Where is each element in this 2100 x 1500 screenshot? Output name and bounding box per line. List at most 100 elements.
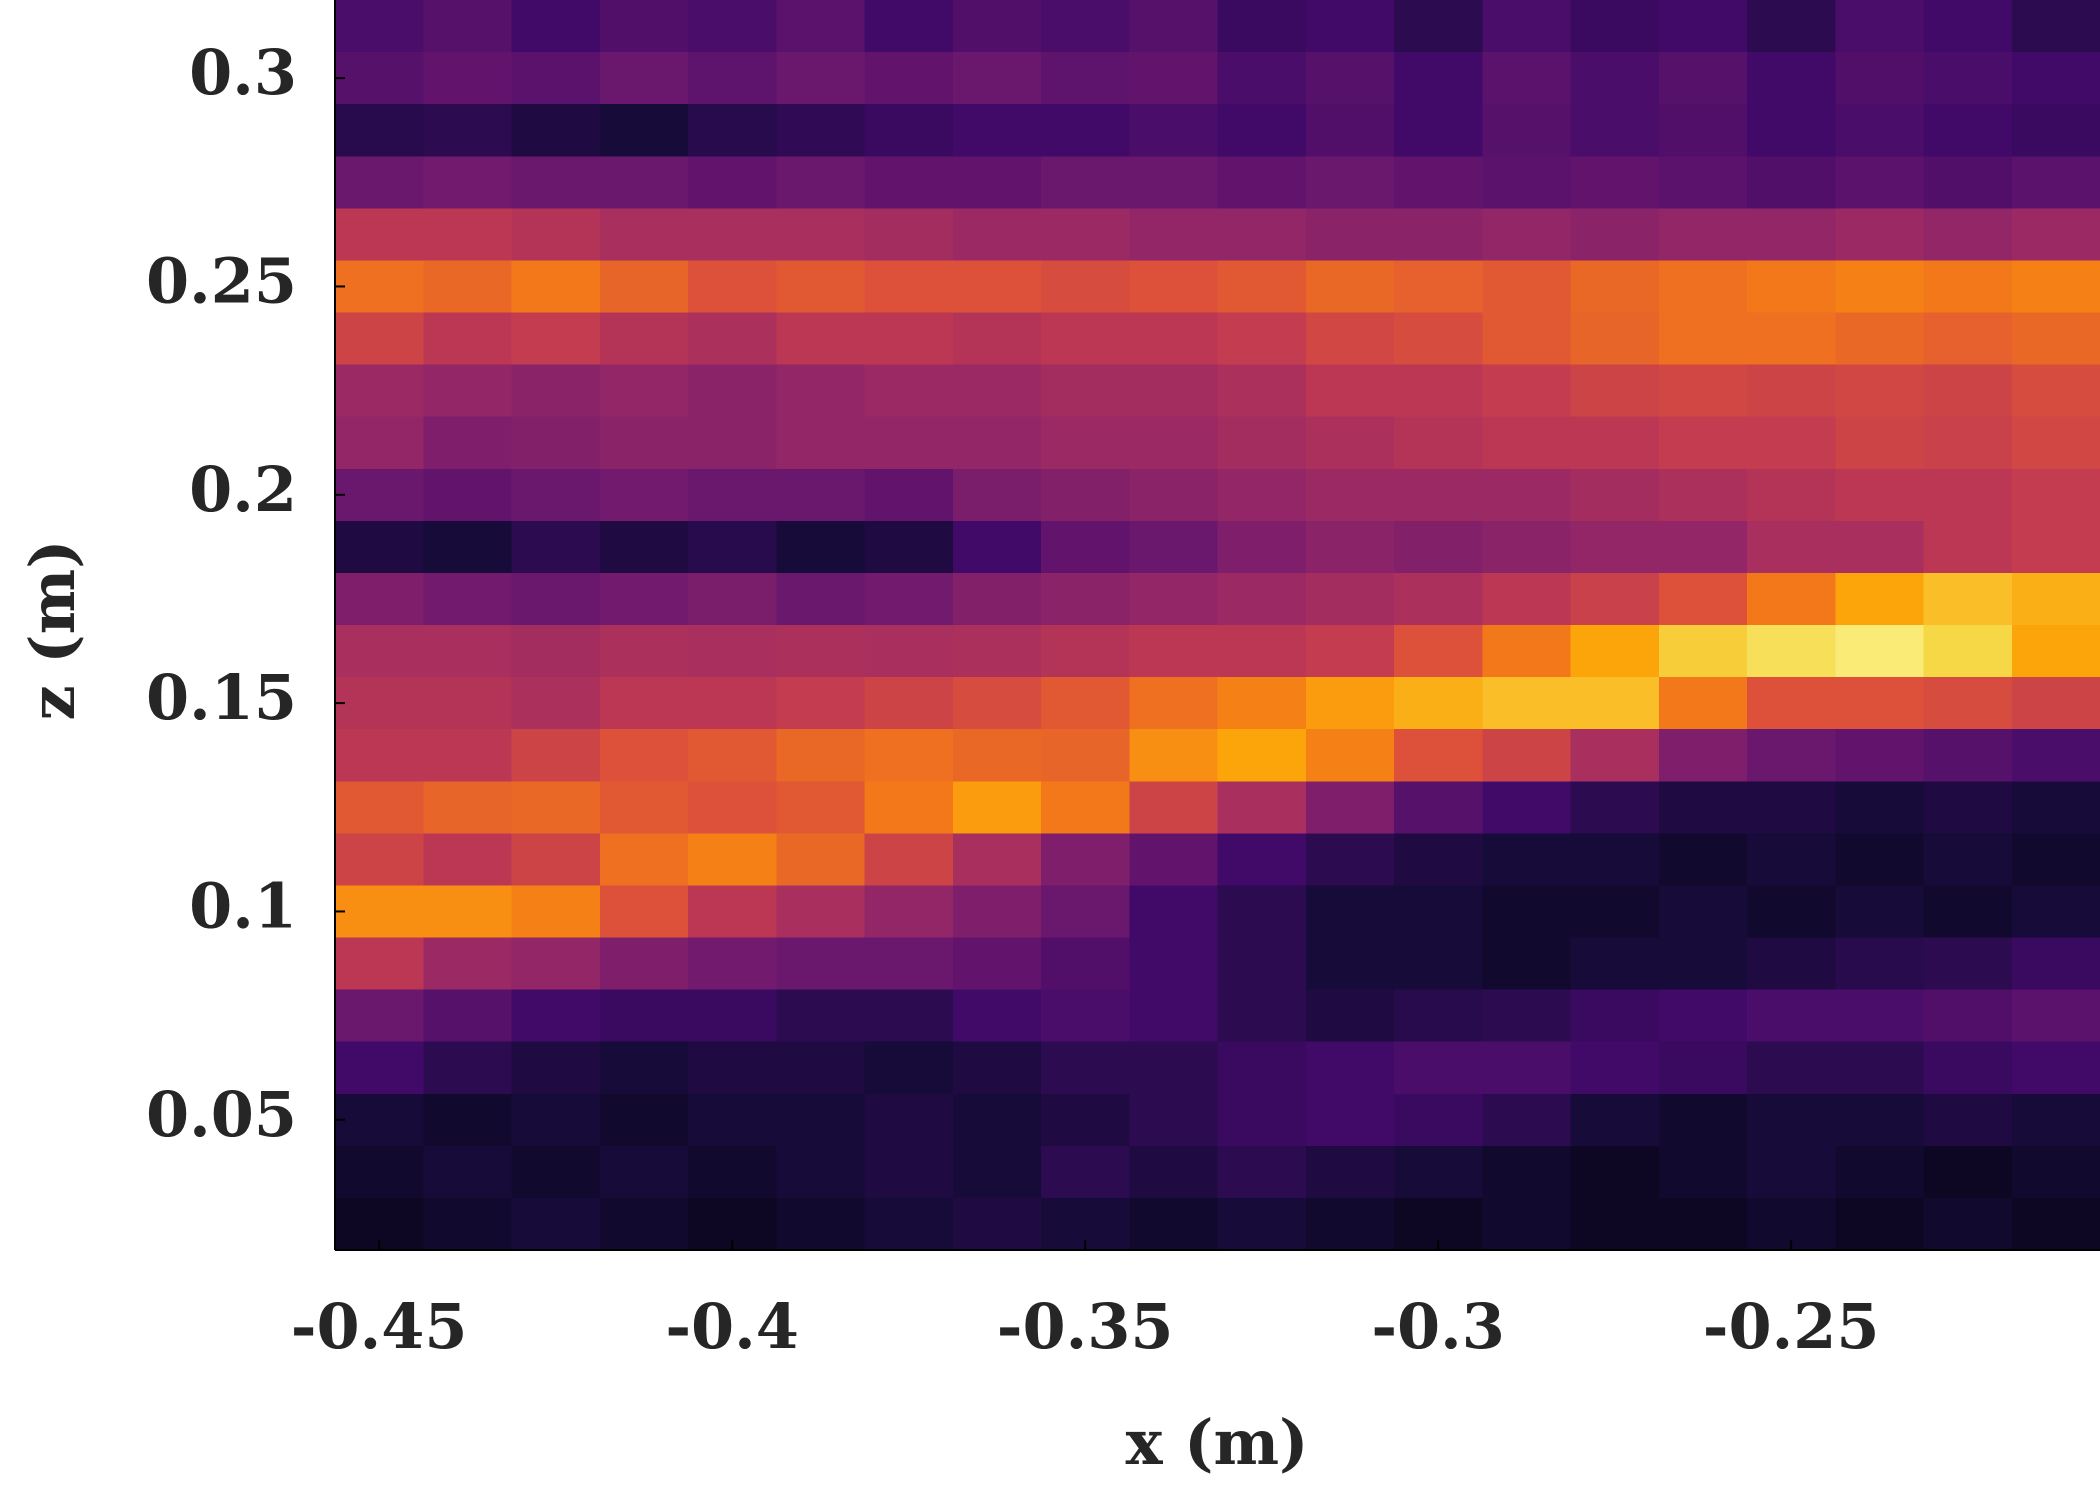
- heatmap-cell: [423, 1197, 512, 1251]
- heatmap-cell: [511, 1041, 601, 1095]
- heatmap-cell: [2011, 677, 2100, 730]
- heatmap-cell: [1041, 416, 1130, 470]
- heatmap-cell: [1570, 104, 1660, 157]
- heatmap-cell: [335, 520, 424, 574]
- heatmap-cell: [1835, 677, 1924, 730]
- heatmap-cell: [688, 885, 777, 938]
- heatmap-cell: [864, 625, 954, 678]
- heatmap-cell: [1041, 572, 1130, 626]
- heatmap-cell: [1570, 885, 1660, 938]
- heatmap-cell: [1747, 781, 1836, 834]
- heatmap-cell: [1923, 937, 2013, 991]
- heatmap-cell: [1923, 885, 2013, 938]
- heatmap-cell: [335, 781, 424, 834]
- heatmap-cell: [1923, 989, 2013, 1043]
- heatmap-cell: [1658, 729, 1748, 782]
- heatmap-cell: [776, 208, 865, 261]
- heatmap-cell: [1394, 572, 1483, 626]
- heatmap-cell: [1570, 1145, 1660, 1199]
- heatmap-cell: [423, 1145, 512, 1199]
- heatmap-cell: [1923, 416, 2013, 470]
- heatmap-cell: [1658, 0, 1748, 53]
- heatmap-cell: [1305, 156, 1395, 209]
- heatmap-cell: [1129, 625, 1218, 678]
- heatmap-cell: [1305, 312, 1395, 366]
- heatmap-cell: [1747, 468, 1836, 522]
- heatmap-cell: [2011, 416, 2100, 470]
- heatmap-cell: [1747, 312, 1836, 366]
- heatmap-cell: [1394, 156, 1483, 209]
- x-axis-label: x (m): [1126, 1406, 1309, 1479]
- heatmap-cell: [1217, 468, 1307, 522]
- heatmap-cell: [335, 885, 424, 938]
- heatmap-cell: [1482, 1145, 1571, 1199]
- heatmap-cell: [952, 364, 1042, 418]
- heatmap-cell: [1217, 677, 1307, 730]
- heatmap-cell: [1129, 156, 1218, 209]
- heatmap-cell: [1394, 1093, 1483, 1147]
- heatmap-cell: [1041, 364, 1130, 418]
- heatmap-cell: [335, 364, 424, 418]
- heatmap-cell: [1129, 572, 1218, 626]
- heatmap-cell: [864, 260, 954, 313]
- heatmap-cell: [1217, 729, 1307, 782]
- heatmap-cell: [1835, 625, 1924, 678]
- heatmap-cell: [423, 416, 512, 470]
- heatmap-cell: [1129, 729, 1218, 782]
- heatmap-cell: [864, 104, 954, 157]
- heatmap-cell: [2011, 312, 2100, 366]
- x-tick-label: -0.45: [291, 1290, 468, 1363]
- heatmap-cell: [599, 833, 689, 886]
- heatmap-cell: [952, 468, 1042, 522]
- heatmap-cell: [1923, 520, 2013, 574]
- heatmap-cell: [599, 677, 689, 730]
- heatmap-cell: [1923, 0, 2013, 53]
- heatmap-cell: [1482, 52, 1571, 105]
- heatmap-cell: [1835, 0, 1924, 53]
- heatmap-cell: [1482, 468, 1571, 522]
- heatmap-cell: [776, 572, 865, 626]
- heatmap-cell: [1305, 833, 1395, 886]
- heatmap-cell: [1835, 885, 1924, 938]
- heatmap-cell: [688, 833, 777, 886]
- heatmap-cell: [1835, 833, 1924, 886]
- heatmap-cell: [335, 625, 424, 678]
- heatmap-cell: [599, 312, 689, 366]
- heatmap-cell: [1129, 1041, 1218, 1095]
- heatmap-cell: [1570, 572, 1660, 626]
- heatmap-cell: [952, 416, 1042, 470]
- heatmap-cell: [2011, 468, 2100, 522]
- heatmap-cell: [1482, 729, 1571, 782]
- heatmap-cell: [423, 312, 512, 366]
- heatmap-cell: [511, 104, 601, 157]
- heatmap-cell: [511, 677, 601, 730]
- heatmap-cell: [1923, 1197, 2013, 1251]
- heatmap-cell: [1305, 937, 1395, 991]
- heatmap-cell: [1923, 156, 2013, 209]
- heatmap-cell: [2011, 364, 2100, 418]
- heatmap-cell: [864, 520, 954, 574]
- heatmap-cell: [1305, 52, 1395, 105]
- heatmap-cell: [1129, 833, 1218, 886]
- heatmap-cell: [1923, 729, 2013, 782]
- heatmap-cell: [776, 625, 865, 678]
- heatmap-cell: [1835, 729, 1924, 782]
- heatmap-cell: [1217, 572, 1307, 626]
- heatmap-cell: [2011, 520, 2100, 574]
- heatmap-cell: [511, 416, 601, 470]
- heatmap-cell: [1835, 260, 1924, 313]
- y-tick-label: 0.25: [146, 244, 297, 317]
- heatmap-cell: [599, 625, 689, 678]
- heatmap-cell: [864, 0, 954, 53]
- heatmap-cell: [2011, 260, 2100, 313]
- heatmap-cell: [1394, 937, 1483, 991]
- heatmap-cell: [1394, 833, 1483, 886]
- heatmap-cell: [335, 989, 424, 1043]
- heatmap-cell: [423, 208, 512, 261]
- heatmap: [335, 0, 2100, 1251]
- heatmap-cell: [1482, 0, 1571, 53]
- heatmap-cell: [1658, 677, 1748, 730]
- heatmap-cell: [335, 260, 424, 313]
- heatmap-cell: [952, 781, 1042, 834]
- heatmap-cell: [1217, 364, 1307, 418]
